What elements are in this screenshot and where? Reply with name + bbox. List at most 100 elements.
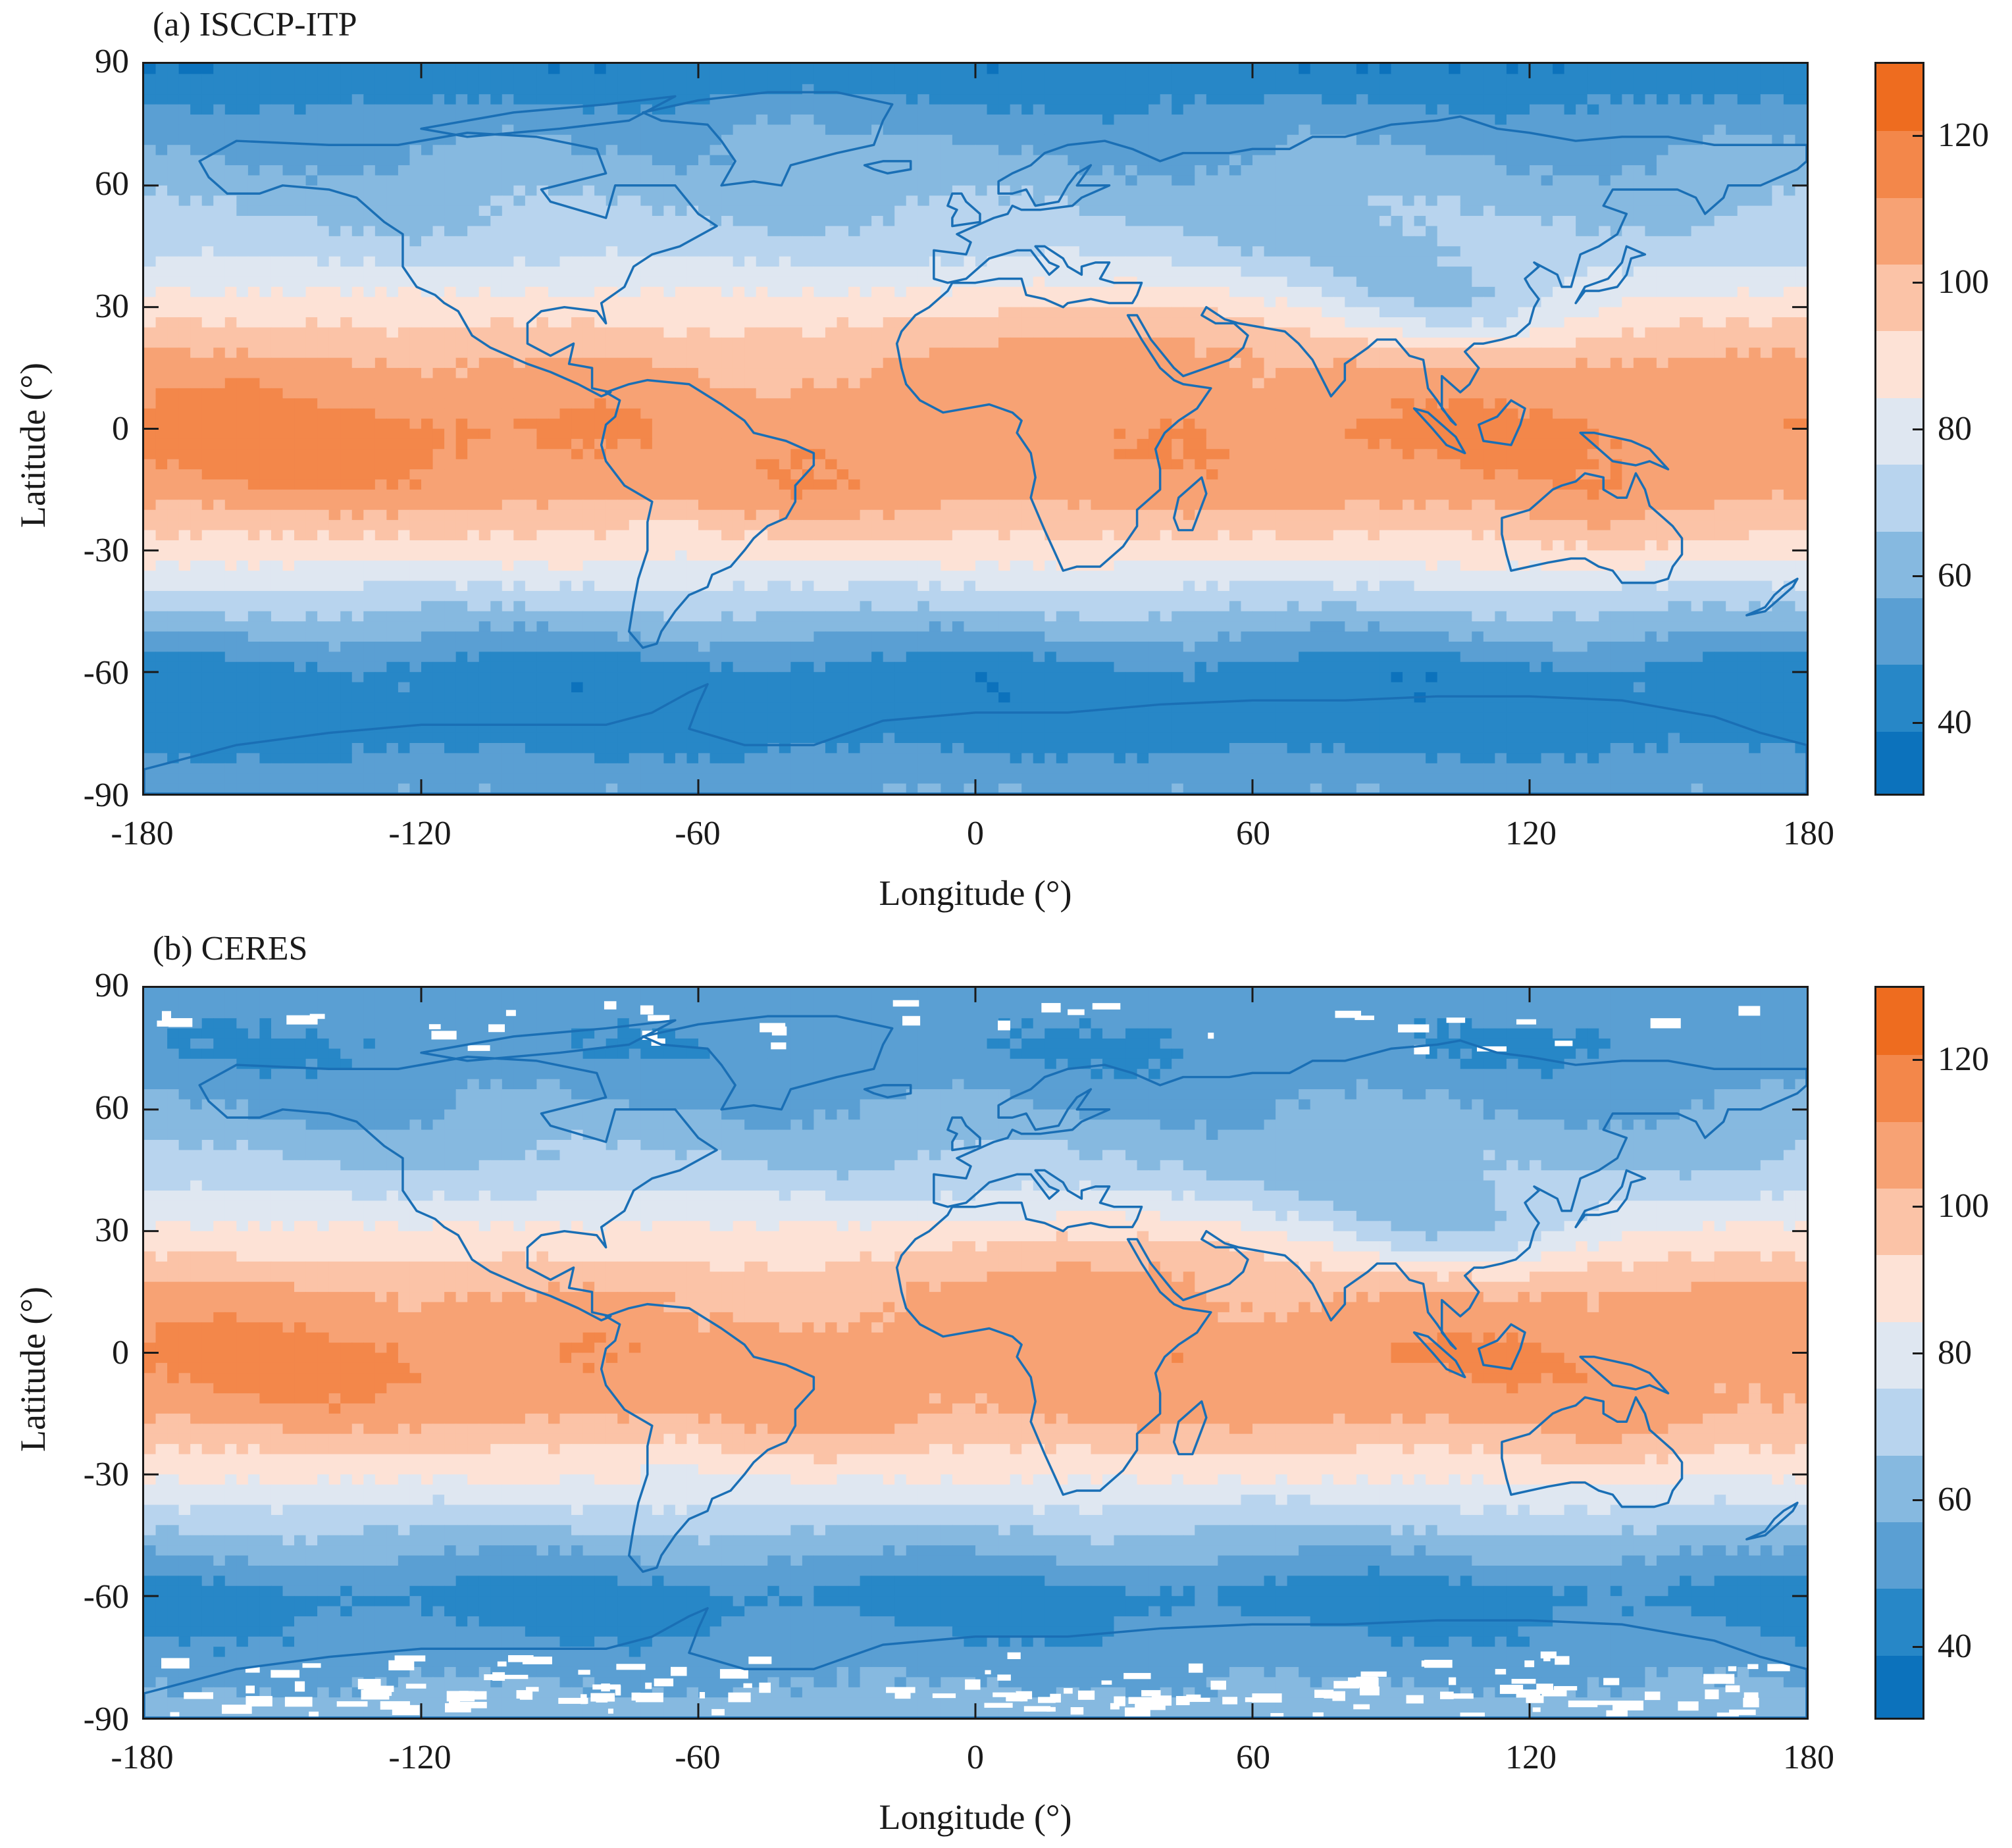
grid-cell [721,378,734,389]
grid-cell [409,94,422,105]
grid-cell [1160,378,1172,389]
grid-cell [1541,185,1553,196]
grid-cell [1021,236,1034,247]
grid-cell [1102,226,1115,237]
grid-cell [987,134,999,145]
grid-cell [1322,286,1334,297]
grid-cell [1783,246,1796,257]
grid-cell [1056,115,1068,126]
grid-cell [1414,307,1426,318]
grid-cell [744,84,757,95]
grid-cell [1737,84,1749,95]
grid-cell [1426,205,1438,217]
grid-cell [409,408,422,419]
grid-cell [1276,317,1288,328]
grid-cell [317,317,330,328]
grid-cell [1737,94,1749,105]
grid-cell [709,236,722,247]
grid-cell [802,378,815,389]
grid-cell [1264,84,1276,95]
grid-cell [698,115,711,126]
grid-cell [1783,104,1796,115]
grid-cell [1195,195,1207,207]
grid-cell [1576,195,1588,207]
grid-cell [1553,84,1565,95]
grid-cell [455,317,468,328]
grid-cell [1148,185,1161,196]
grid-cell [871,286,884,297]
grid-cell [941,297,953,308]
grid-cell [906,327,918,338]
grid-cell [1530,205,1542,217]
grid-cell [848,286,861,297]
grid-cell [663,357,676,369]
grid-cell [1506,337,1519,348]
grid-cell [1483,195,1495,207]
grid-cell [975,165,988,176]
grid-cell [802,145,815,156]
grid-cell [1379,216,1392,227]
grid-cell [201,357,214,369]
grid-cell [998,226,1011,237]
grid-cell [617,195,630,207]
grid-cell [1472,398,1484,409]
grid-cell [213,155,226,166]
grid-cell [398,165,411,176]
grid-cell [213,337,226,348]
grid-cell [1056,64,1068,75]
grid-cell [1218,327,1230,338]
grid-cell [1737,64,1749,75]
grid-cell [721,74,734,85]
grid-cell [305,64,318,75]
grid-cell [1160,104,1172,115]
grid-cell [1391,388,1403,399]
grid-cell [1518,246,1530,257]
grid-cell [1760,165,1772,176]
grid-cell [606,267,618,278]
grid-cell [317,205,330,217]
grid-cell [1668,256,1680,267]
grid-cell [1068,145,1080,156]
grid-cell [1772,165,1784,176]
grid-cell [490,195,503,207]
grid-cell [883,145,895,156]
grid-cell [559,307,572,318]
grid-cell [1645,317,1657,328]
grid-cell [1760,246,1772,257]
grid-cell [1287,115,1299,126]
grid-cell [756,64,768,75]
grid-cell [629,246,641,257]
grid-cell [1264,226,1276,237]
grid-cell [328,155,341,166]
grid-cell [328,216,341,227]
grid-cell [1264,388,1276,399]
grid-cell [1760,84,1772,95]
grid-cell [871,195,884,207]
grid-cell [964,307,976,318]
grid-cell [1437,297,1449,308]
grid-cell [386,124,399,136]
grid-cell [721,84,734,95]
grid-cell [917,216,930,227]
grid-cell [1310,286,1322,297]
grid-cell [1403,297,1415,308]
grid-cell [998,398,1011,409]
grid-cell [1518,185,1530,196]
grid-cell [155,155,168,166]
grid-cell [571,317,584,328]
grid-cell [698,408,711,419]
grid-cell [1541,337,1553,348]
grid-cell [1737,246,1749,257]
grid-cell [1229,216,1242,227]
grid-cell [929,267,941,278]
grid-cell [941,74,953,85]
grid-cell [1125,388,1138,399]
grid-cell [1218,276,1230,288]
grid-cell [629,64,641,75]
grid-cell [571,347,584,359]
grid-cell [663,368,676,379]
grid-cell [1633,84,1646,95]
grid-cell [1541,357,1553,369]
grid-cell [224,408,237,419]
grid-cell [201,205,214,217]
